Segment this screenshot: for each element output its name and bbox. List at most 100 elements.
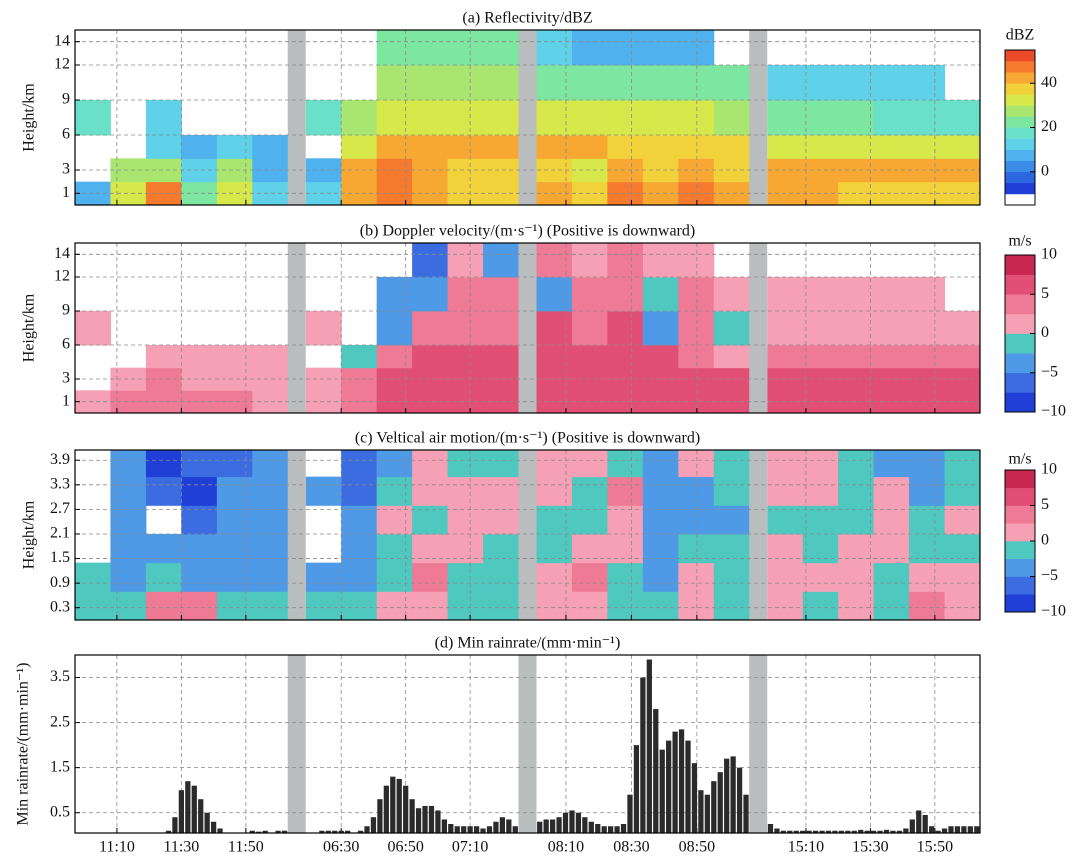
heatmap-cell: [909, 476, 946, 506]
heatmap-cell: [412, 158, 449, 183]
bar: [806, 830, 812, 833]
heatmap-cell: [536, 476, 573, 506]
heatmap-cell: [145, 562, 182, 592]
data-gap: [518, 243, 537, 413]
heatmap-cell: [376, 181, 413, 206]
bar: [896, 830, 903, 833]
heatmap-cell: [376, 591, 413, 621]
heatmap-cell: [447, 476, 484, 506]
colorbar-band: [1005, 171, 1035, 184]
heatmap-cell: [341, 367, 378, 391]
heatmap-cell: [483, 135, 519, 159]
heatmap-cell: [873, 450, 910, 478]
heatmap-cell: [767, 591, 804, 621]
heatmap-cell: [642, 181, 679, 206]
heatmap-cell: [305, 100, 342, 136]
heatmap-cell: [483, 450, 519, 478]
heatmap-cell: [838, 591, 875, 621]
heatmap-cell: [181, 367, 218, 391]
heatmap-cell: [305, 476, 342, 506]
heatmap-cell: [802, 100, 839, 136]
heatmap-cell: [376, 277, 413, 312]
bar: [787, 830, 793, 833]
colorbar-band: [1005, 576, 1035, 595]
bar: [793, 830, 799, 833]
colorbar-band: [1005, 160, 1035, 173]
data-gap: [287, 450, 306, 620]
heatmap-cell: [678, 450, 715, 478]
bar: [249, 830, 255, 833]
heatmap-cell: [536, 591, 573, 621]
colorbar-band: [1005, 372, 1035, 393]
heatmap-cell: [447, 533, 484, 564]
heatmap-cell: [412, 181, 449, 206]
bar: [454, 826, 460, 833]
heatmap-cell: [341, 476, 378, 506]
bar: [588, 821, 594, 833]
heatmap-cell: [376, 367, 413, 391]
bar: [948, 826, 954, 833]
x-tick-label: 15:30: [852, 839, 888, 856]
data-gap: [749, 655, 768, 833]
colorbar-band: [1005, 255, 1035, 275]
bar: [646, 659, 652, 833]
heatmap-cell: [678, 100, 715, 136]
heatmap-cell: [944, 181, 981, 206]
bar: [871, 830, 877, 833]
data-gap: [287, 30, 306, 205]
heatmap-cell: [412, 65, 449, 101]
heatmap-cell: [110, 476, 147, 506]
x-tick-label: 06:50: [387, 839, 423, 856]
heatmap-cell: [447, 100, 484, 136]
bar: [614, 826, 620, 833]
heatmap-cell: [944, 345, 981, 369]
heatmap-cell: [216, 345, 253, 369]
colorbar-tick-label: −10: [1041, 403, 1066, 420]
heatmap-cell: [838, 450, 875, 478]
bar: [178, 790, 184, 833]
data-gap: [518, 655, 537, 833]
heatmap-cell: [412, 476, 449, 506]
y-axis-label: Height/km: [21, 293, 38, 362]
data-gap: [287, 243, 306, 413]
bar: [724, 758, 730, 833]
heatmap-cell: [252, 158, 289, 183]
bar: [499, 817, 506, 833]
heatmap-cell: [483, 476, 519, 506]
heatmap-cell: [838, 367, 875, 391]
colorbar-tick-label: −10: [1041, 603, 1066, 620]
heatmap-cell: [909, 311, 946, 346]
heatmap-cell: [536, 100, 573, 136]
heatmap-cell: [713, 505, 750, 535]
heatmap-cell: [412, 135, 449, 159]
heatmap-cell: [252, 390, 289, 414]
bar: [575, 812, 582, 833]
colorbar-band: [1005, 313, 1035, 334]
heatmap-cell: [412, 562, 449, 592]
heatmap-cell: [181, 450, 218, 478]
bar: [780, 830, 786, 833]
heatmap-cell: [713, 345, 750, 369]
bar: [480, 828, 486, 833]
bar: [838, 830, 845, 833]
heatmap-cell: [838, 562, 875, 592]
bar: [461, 826, 467, 833]
heatmap-cell: [412, 367, 449, 391]
bar: [256, 831, 262, 833]
bar: [357, 830, 364, 833]
colorbar-band: [1005, 523, 1035, 542]
bar: [377, 799, 383, 833]
heatmap-cell: [447, 135, 484, 159]
heatmap-cell: [571, 311, 608, 346]
heatmap-cell: [642, 505, 679, 535]
heatmap-cell: [873, 367, 910, 391]
bar: [191, 785, 197, 833]
heatmap-cell: [181, 476, 218, 506]
heatmap-cell: [678, 390, 715, 414]
bar: [916, 810, 922, 833]
colorbar-tick-label: 5: [1041, 285, 1049, 302]
heatmap-cell: [341, 591, 378, 621]
bar: [595, 823, 601, 833]
heatmap-cell: [252, 367, 289, 391]
